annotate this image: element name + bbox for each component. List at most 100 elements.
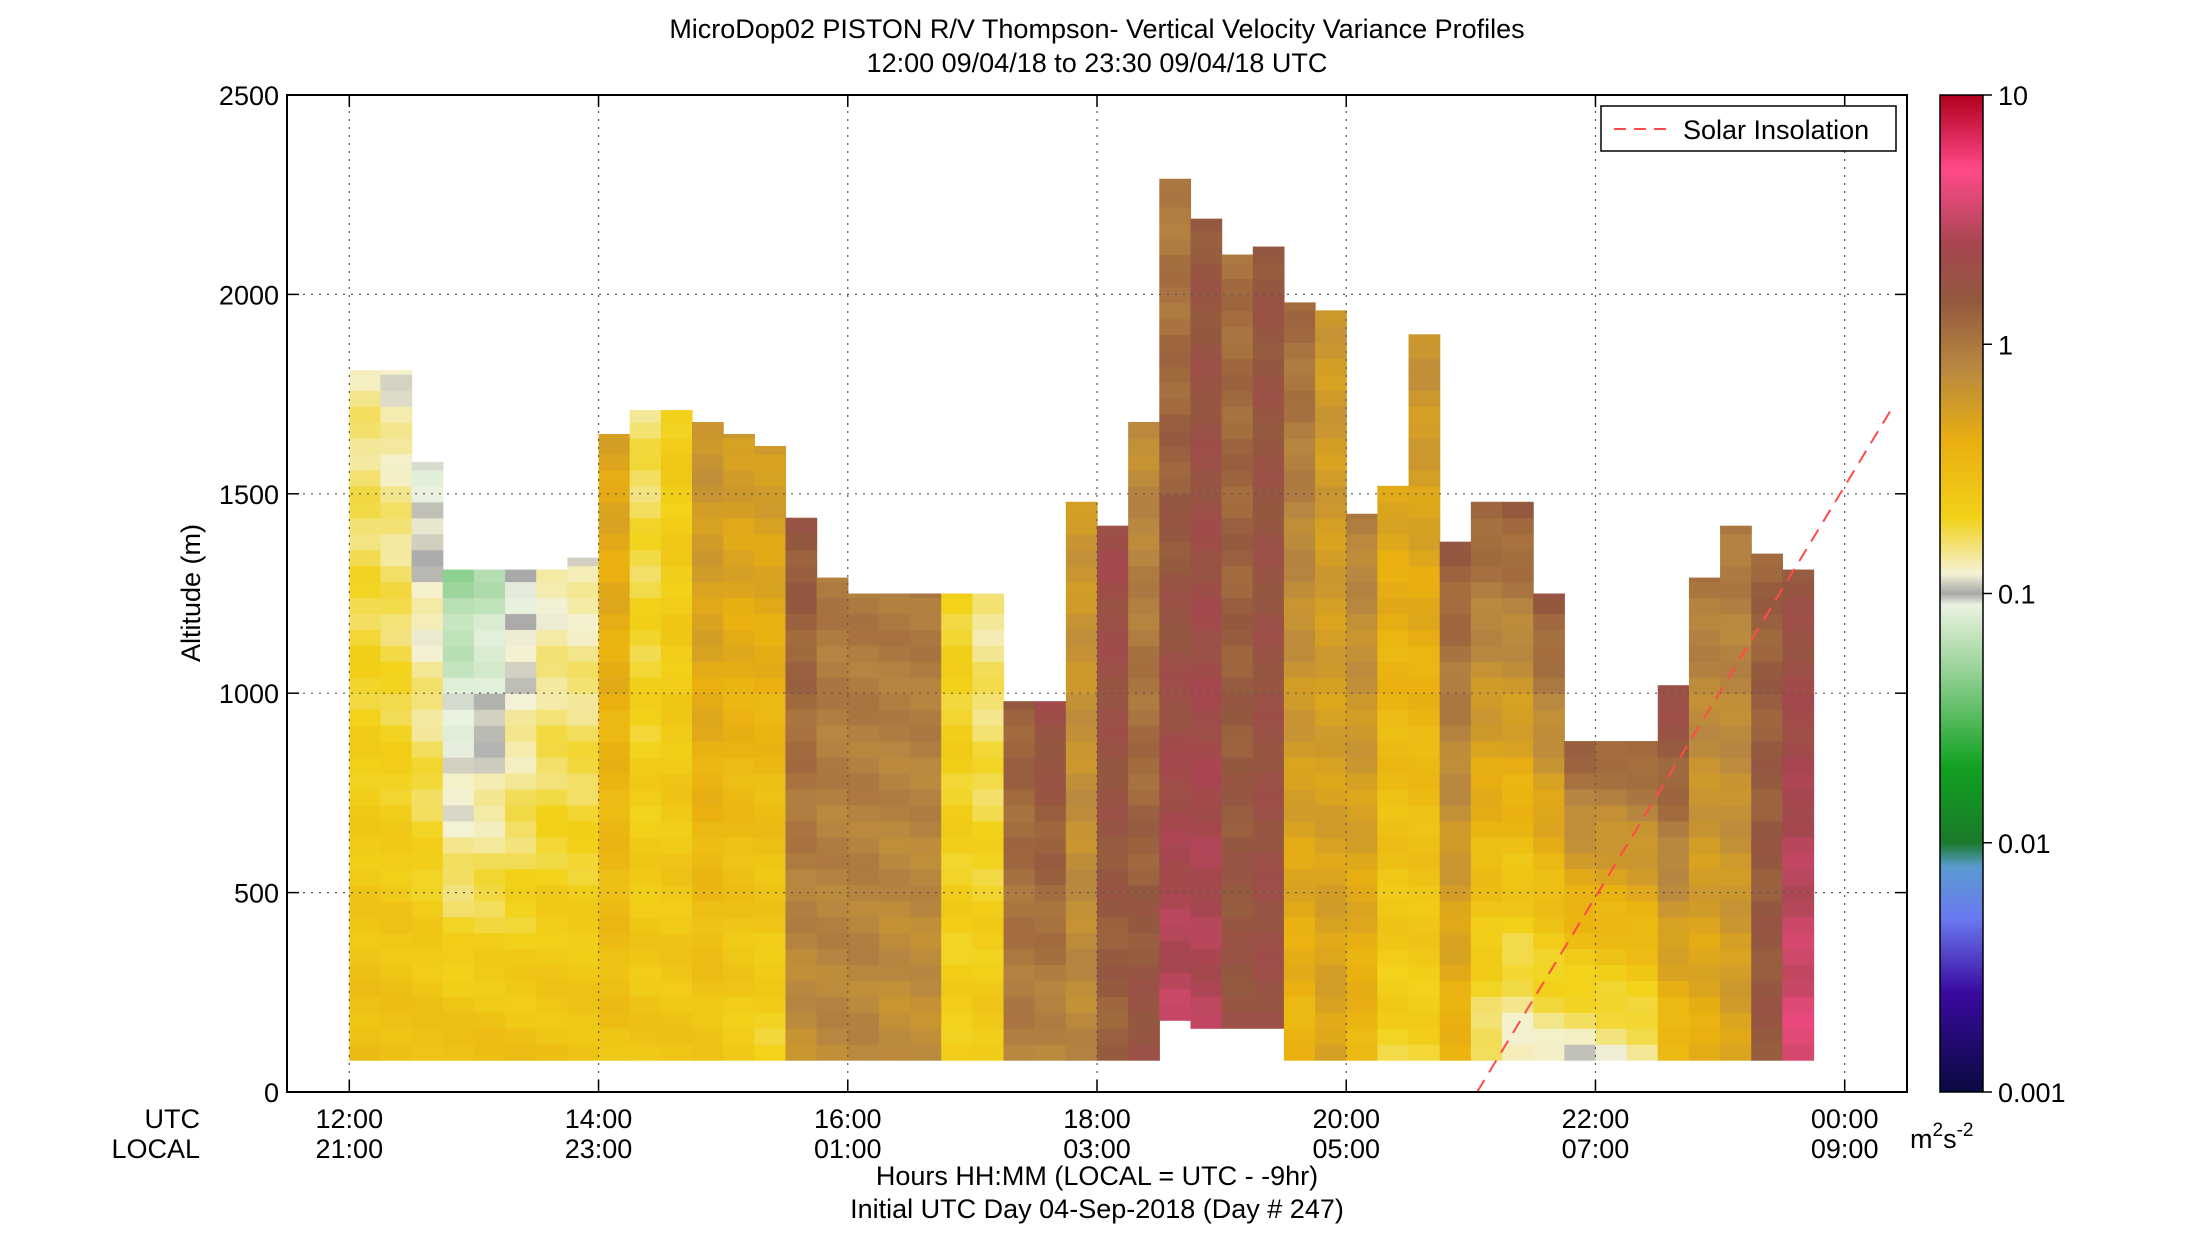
chart-title: MicroDop02 PISTON R/V Thompson- Vertical…: [669, 14, 1524, 44]
heatmap-cell: [785, 661, 818, 678]
heatmap-cell: [1128, 964, 1160, 981]
heatmap-cell: [349, 932, 382, 950]
heatmap-cell: [629, 1028, 662, 1045]
heatmap-cell: [816, 597, 849, 615]
heatmap-cell: [598, 820, 631, 838]
heatmap-cell: [941, 677, 973, 694]
heatmap-cell: [1470, 868, 1503, 886]
heatmap-cell: [473, 597, 506, 615]
heatmap-cell: [1408, 581, 1441, 599]
heatmap-cell: [1751, 645, 1783, 662]
heatmap-cell: [1377, 820, 1410, 838]
heatmap-cell: [1720, 525, 1752, 535]
heatmap-cell: [1782, 820, 1815, 838]
heatmap-cell: [1408, 613, 1441, 630]
heatmap-cell: [1221, 757, 1254, 774]
heatmap-cell: [660, 1044, 693, 1061]
heatmap-cell: [1128, 1028, 1160, 1045]
heatmap-cell: [567, 772, 600, 790]
heatmap-cell: [1626, 980, 1659, 997]
heatmap-cell: [1533, 900, 1565, 918]
heatmap-cell: [1283, 342, 1316, 359]
heatmap-cell: [1533, 788, 1565, 806]
x-axis-sublabel: Initial UTC Day 04-Sep-2018 (Day # 247): [850, 1194, 1344, 1224]
x-tick-label-utc: 16:00: [814, 1104, 882, 1134]
heatmap-cell: [1128, 533, 1160, 551]
heatmap-cell: [567, 1012, 600, 1029]
heatmap-cell: [1315, 517, 1347, 535]
heatmap-cell: [1346, 900, 1378, 918]
heatmap-cell: [723, 709, 755, 726]
heatmap-cell: [380, 437, 413, 455]
heatmap-cell: [1315, 725, 1347, 742]
legend: Solar Insolation: [1600, 105, 1897, 152]
heatmap-cell: [1470, 533, 1503, 551]
heatmap-cell: [1502, 900, 1534, 918]
heatmap-cell: [1408, 964, 1441, 981]
heatmap-cell: [1065, 868, 1098, 886]
heatmap-cell: [910, 948, 942, 965]
heatmap-cell: [1564, 964, 1597, 981]
heatmap-cell: [536, 725, 568, 742]
heatmap-cell: [1502, 836, 1534, 854]
heatmap-cell: [1470, 645, 1503, 662]
heatmap-cell: [1003, 709, 1036, 726]
heatmap-cell: [1252, 501, 1285, 519]
heatmap-cell: [1003, 948, 1036, 965]
heatmap-cell: [972, 693, 1005, 710]
heatmap-cell: [1657, 916, 1690, 934]
heatmap-cell: [723, 804, 755, 822]
heatmap-cell: [1595, 741, 1628, 758]
heatmap-cell: [1159, 988, 1192, 1005]
heatmap-cell: [1408, 390, 1441, 407]
heatmap-cell: [1439, 661, 1472, 678]
heatmap-cell: [629, 677, 662, 694]
heatmap-cell: [785, 517, 818, 535]
heatmap-cell: [1159, 445, 1192, 463]
heatmap-cell: [1034, 1044, 1067, 1061]
heatmap-cell: [1564, 741, 1597, 758]
heatmap-cell: [1377, 788, 1410, 806]
heatmap-cell: [1439, 597, 1472, 615]
heatmap-cell: [349, 1028, 382, 1045]
heatmap-cell: [1346, 581, 1378, 599]
heatmap-cell: [1252, 868, 1285, 886]
heatmap-cell: [442, 820, 475, 838]
heatmap-cell: [411, 757, 444, 774]
heatmap-cell: [1782, 932, 1815, 950]
heatmap-cell: [910, 709, 942, 726]
heatmap-cell: [723, 820, 755, 838]
heatmap-cell: [1720, 597, 1752, 615]
heatmap-cell: [1252, 549, 1285, 567]
heatmap-cell: [941, 709, 973, 726]
heatmap-cell: [692, 996, 724, 1013]
heatmap-cell: [1439, 757, 1472, 774]
heatmap-cell: [349, 852, 382, 870]
heatmap-cell: [754, 836, 787, 854]
heatmap-cell: [910, 820, 942, 838]
heatmap-cell: [567, 996, 600, 1013]
heatmap-cell: [754, 693, 787, 710]
heatmap-cell: [1688, 1012, 1721, 1029]
heatmap-cell: [972, 852, 1005, 870]
heatmap-cell: [1221, 254, 1254, 264]
heatmap-cell: [1003, 1044, 1036, 1061]
heatmap-cell: [1470, 629, 1503, 646]
heatmap-cell: [380, 597, 413, 615]
heatmap-cell: [1252, 469, 1285, 487]
heatmap-cell: [1065, 677, 1098, 694]
heatmap-cell: [1657, 932, 1690, 950]
x-tick-label-utc: 00:00: [1811, 1104, 1879, 1134]
heatmap-cell: [910, 852, 942, 870]
heatmap-cell: [692, 948, 724, 965]
heatmap-cell: [1470, 549, 1503, 567]
heatmap-cell: [629, 725, 662, 742]
heatmap-cell: [473, 916, 506, 934]
heatmap-cell: [941, 900, 973, 918]
heatmap-cell: [349, 549, 382, 567]
heatmap-cell: [1502, 868, 1534, 886]
heatmap-cell: [1439, 565, 1472, 583]
heatmap-cell: [723, 437, 755, 455]
heatmap-cell: [1346, 741, 1378, 758]
